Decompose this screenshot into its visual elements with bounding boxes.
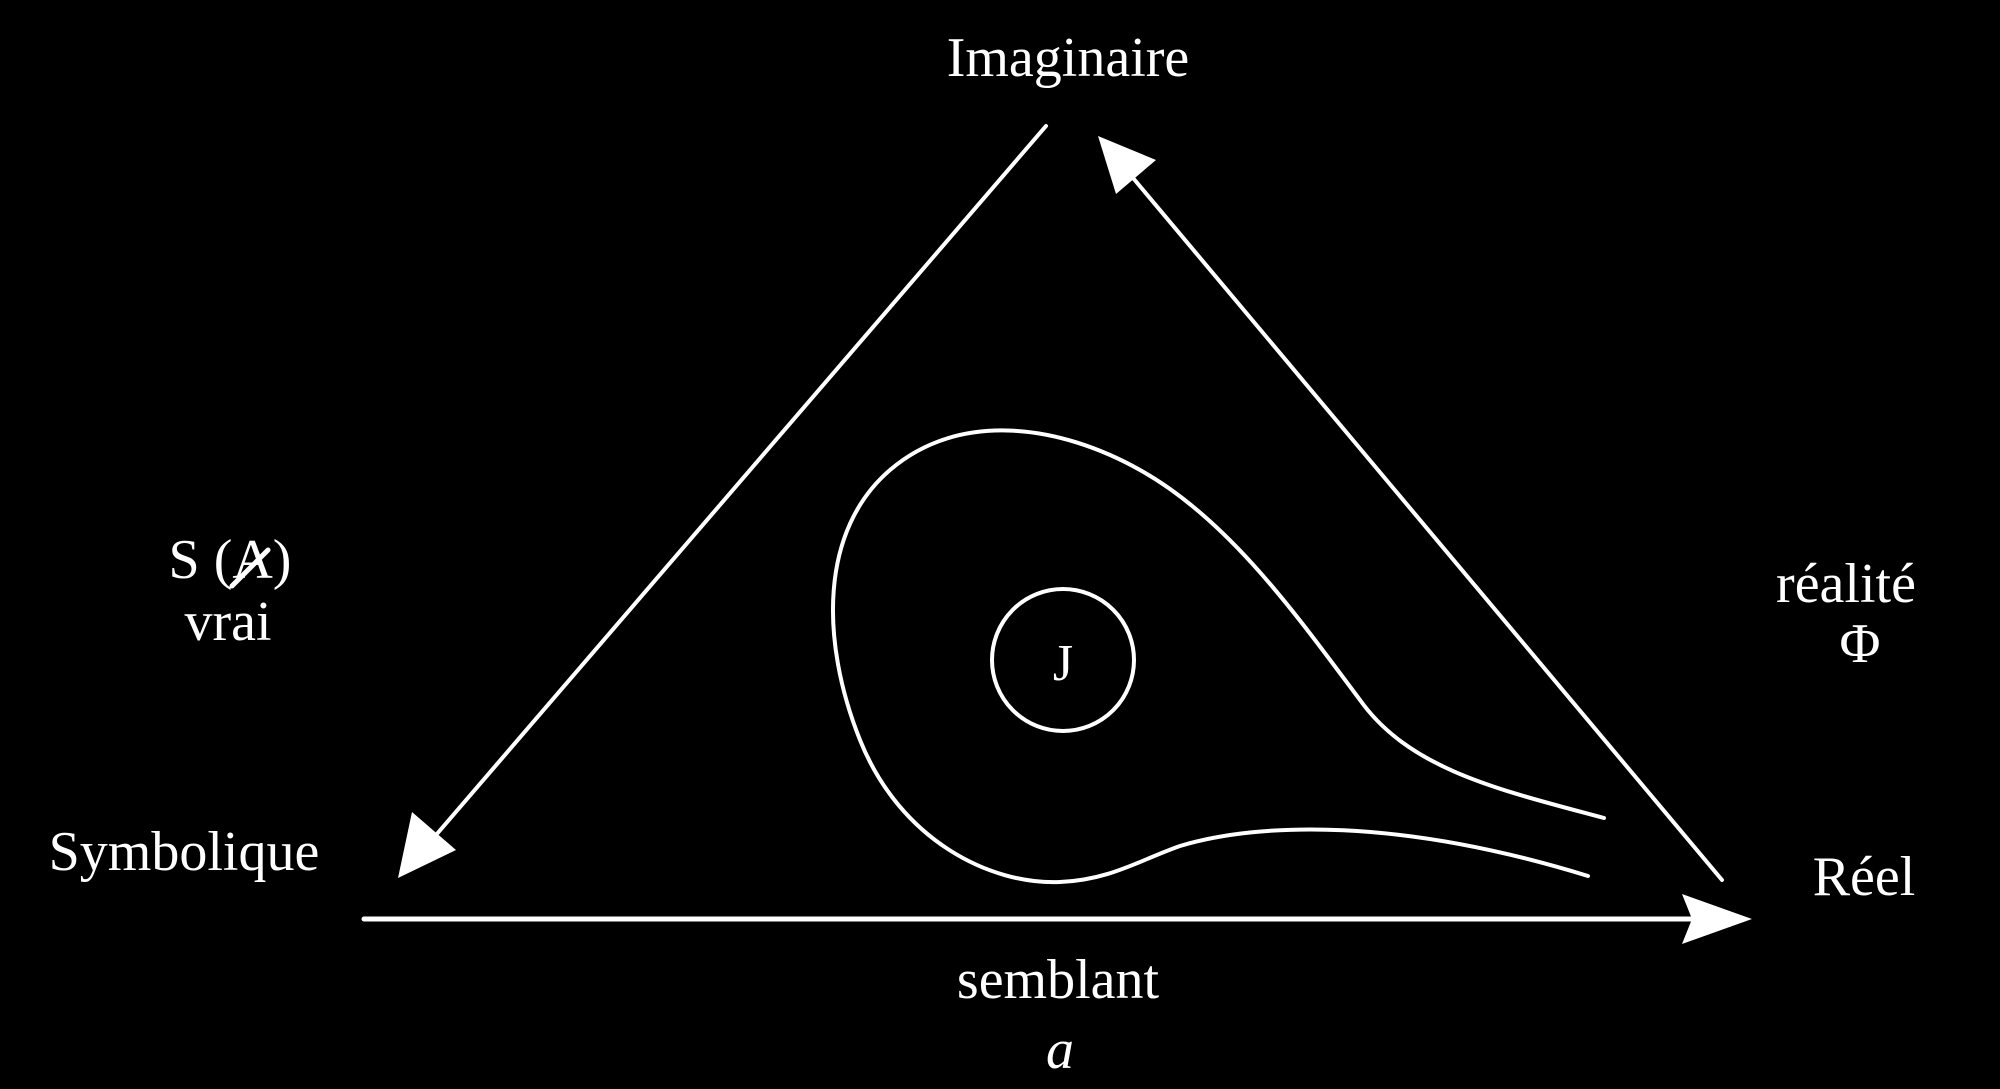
arrow-reel-to-imaginaire [1098,136,1724,882]
jouissance-loop-curve [831,428,1606,885]
j-label: J [1053,635,1073,692]
symbolique-label: Symbolique [49,821,320,883]
vrai-label: vrai [184,591,271,653]
s-barred-a-label: S (A) [169,529,292,591]
phi-label: Φ [1840,613,1881,675]
s-barred-a-group: S (A) [169,529,292,591]
j-circle [990,587,1136,733]
imaginaire-label: Imaginaire [947,27,1190,89]
arrow-imaginaire-to-symbolique [398,124,1048,878]
semblant-label: semblant [957,949,1160,1011]
realite-label: réalité [1776,553,1916,615]
a-label: a [1046,1019,1074,1081]
arrow-symbolique-to-reel [361,894,1752,944]
reel-label: Réel [1813,846,1916,908]
a-bar-stroke [229,547,271,589]
